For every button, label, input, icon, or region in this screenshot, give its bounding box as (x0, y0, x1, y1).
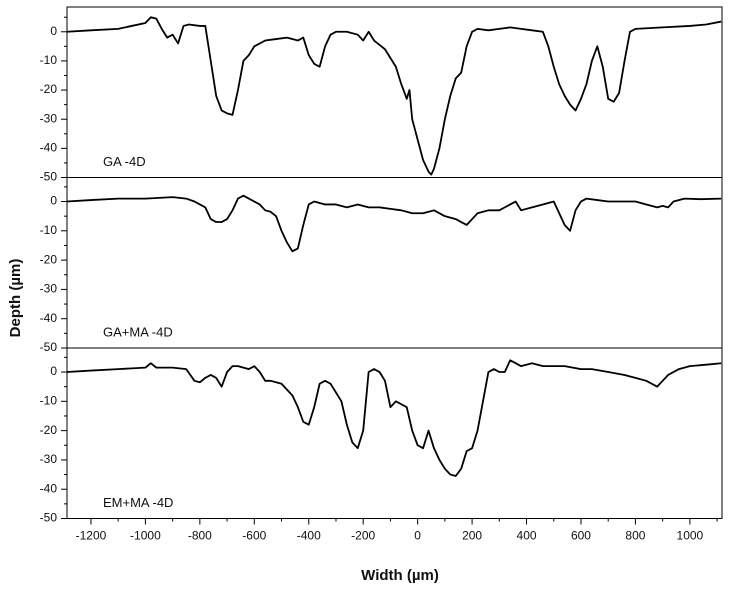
y-tick-label: -20 (40, 423, 58, 437)
x-tick-label: -1200 (76, 529, 107, 543)
y-tick-label: -40 (40, 141, 58, 155)
x-tick-label: -1000 (130, 529, 161, 543)
x-tick-label: -800 (188, 529, 212, 543)
y-tick-label: -10 (40, 223, 58, 237)
x-tick-label: -200 (351, 529, 375, 543)
x-tick-label: 200 (462, 529, 482, 543)
y-tick-label: -20 (40, 82, 58, 96)
x-tick-label: 400 (517, 529, 537, 543)
y-tick-label: -10 (40, 393, 58, 407)
x-tick-label: 0 (414, 529, 421, 543)
x-tick-label: 1000 (677, 529, 704, 543)
y-tick-label: -20 (40, 252, 58, 266)
profile-line (66, 194, 722, 253)
panel-annotation: GA+MA -4D (103, 324, 173, 339)
y-tick-label: 0 (50, 364, 57, 378)
y-tick-label: -30 (40, 282, 58, 296)
panel-frame (66, 177, 723, 349)
panel-annotation: EM+MA -4D (103, 495, 173, 510)
y-tick-label: 0 (50, 194, 57, 208)
y-tick-label: -40 (40, 481, 58, 495)
profile-line (66, 359, 722, 477)
x-tick-label: -600 (242, 529, 266, 543)
panel-annotation: GA -4D (103, 154, 146, 169)
y-tick-label: -40 (40, 311, 58, 325)
y-tick-label: -50 (40, 170, 58, 184)
panel-frame (66, 6, 723, 178)
x-tick-label: 800 (625, 529, 645, 543)
x-tick-label: -400 (297, 529, 321, 543)
y-tick-label: -10 (40, 53, 58, 67)
profile-line (66, 16, 722, 176)
y-tick-label: 0 (50, 24, 57, 38)
y-tick-label: -30 (40, 111, 58, 125)
y-tick-label: -50 (40, 511, 58, 525)
x-tick-label: 600 (571, 529, 591, 543)
x-axis-title: Width (µm) (361, 567, 439, 584)
y-tick-label: -50 (40, 340, 58, 354)
y-tick-label: -30 (40, 452, 58, 466)
y-axis-title: Depth (µm) (7, 259, 24, 338)
panel-frame (66, 347, 723, 519)
